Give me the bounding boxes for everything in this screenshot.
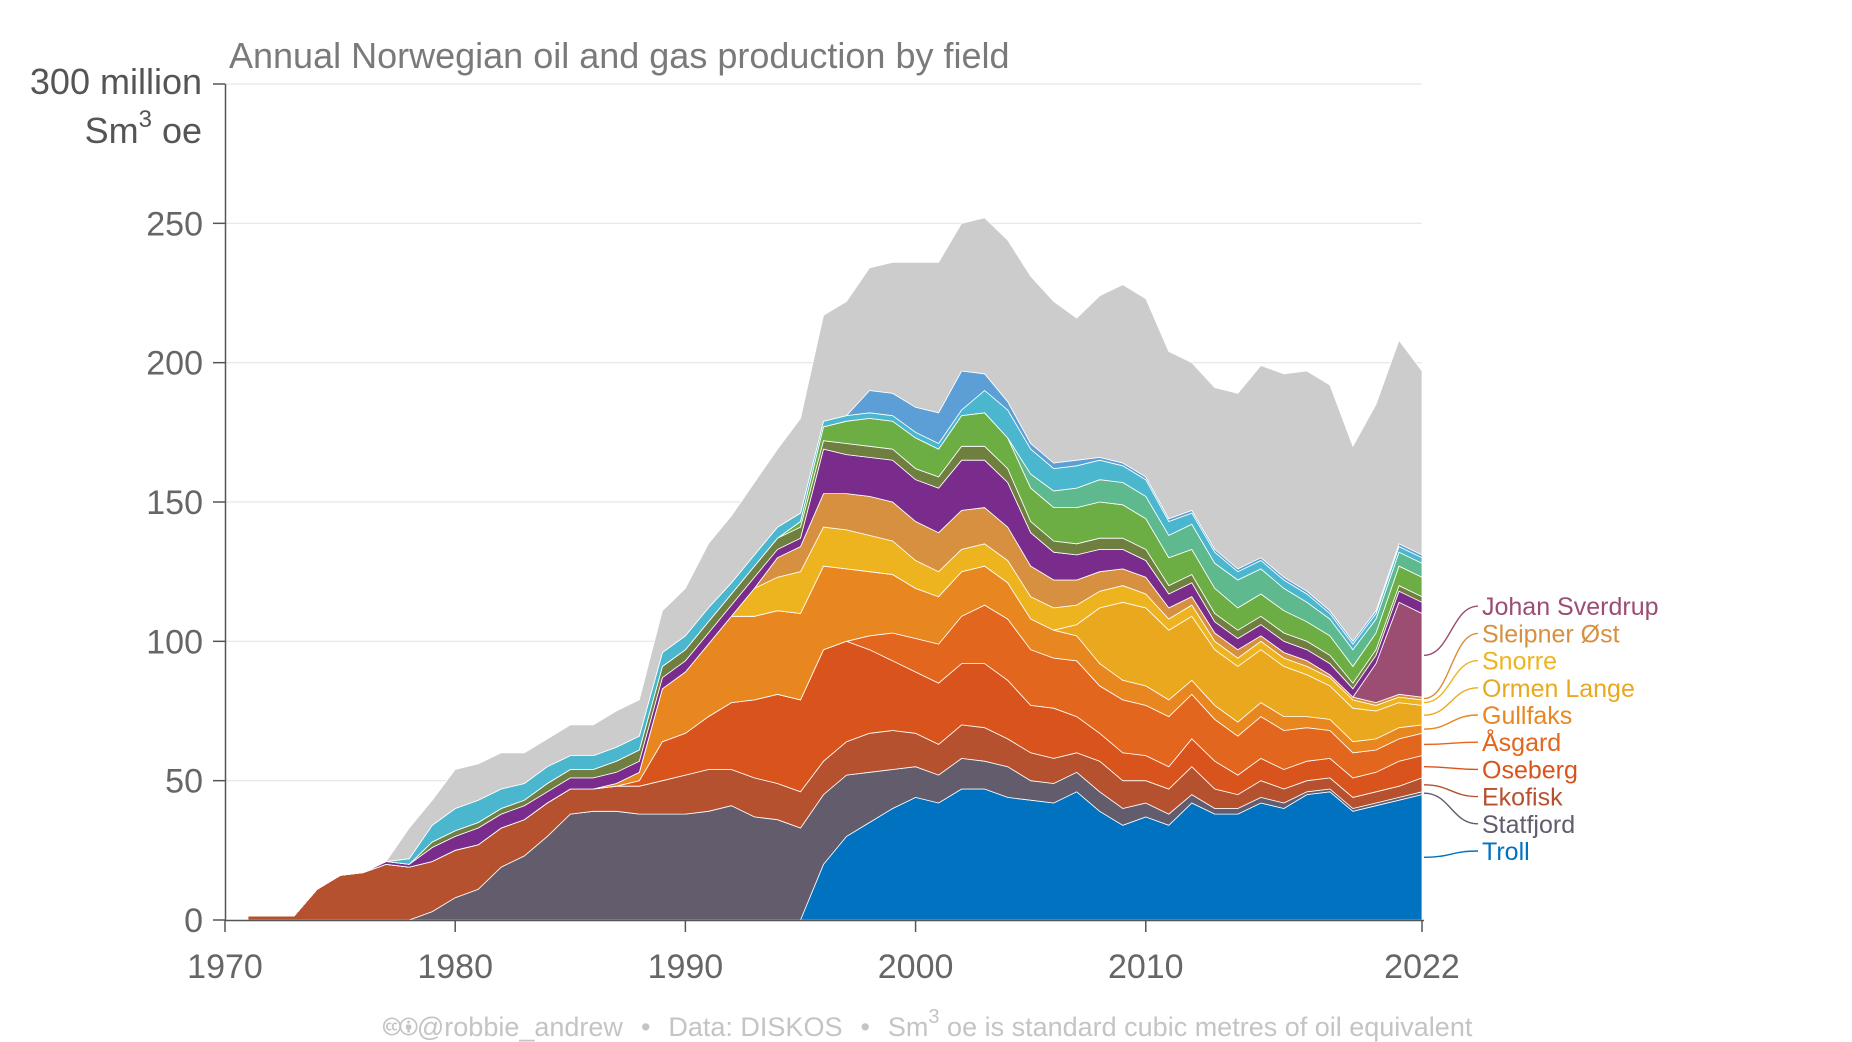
cc-icons: 🅭🅯: [383, 1012, 419, 1042]
y-tick-label: 200: [146, 345, 203, 383]
x-tick-label: 2010: [1108, 948, 1184, 986]
x-tick-label: 2000: [878, 948, 954, 986]
x-tick-label: 2022: [1384, 948, 1460, 986]
y-tick-label: 100: [146, 623, 203, 661]
y-tick-label: 150: [146, 484, 203, 522]
y-unit-line2: Sm3 oe: [85, 106, 202, 151]
leader-line-statfjord: [1423, 792, 1479, 825]
leader-line-oseberg: [1423, 766, 1479, 771]
x-ticks: 1970 1980 1990 2000 2010 2022: [187, 920, 1460, 986]
leader-line-ekofisk: [1423, 784, 1479, 798]
leader-line-troll: [1423, 850, 1479, 858]
leader-line-ormen-lange: [1423, 687, 1479, 716]
x-tick-label: 1970: [187, 948, 263, 986]
footer-source: Data: DISKOS: [668, 1012, 842, 1042]
footer-sep: •: [860, 1012, 869, 1042]
leader-line-snorre: [1423, 659, 1479, 704]
chart-title: Annual Norwegian oil and gas production …: [229, 35, 1010, 76]
label-johan-sverdrup: Johan Sverdrup: [1482, 593, 1659, 621]
y-tick-label: 250: [146, 205, 203, 243]
y-ticks: 0 50 100 150 200 250: [146, 83, 225, 940]
leader-line--sgard: [1423, 741, 1479, 746]
label-gullfaks: Gullfaks: [1482, 702, 1572, 730]
label-ekofisk: Ekofisk: [1482, 784, 1563, 812]
label-oseberg: Oseberg: [1482, 756, 1578, 784]
axes: [224, 84, 1424, 922]
footer-sep: •: [641, 1012, 650, 1042]
series-labels: TrollStatfjordEkofiskOsebergÅsgardGullfa…: [1423, 593, 1659, 866]
x-tick-label: 1980: [417, 948, 493, 986]
y-tick-label: 0: [184, 902, 203, 940]
area-other-fields-7: [248, 217, 1423, 917]
x-tick-label: 1990: [648, 948, 724, 986]
y-axis-unit-label: 300 million Sm3 oe: [30, 61, 202, 151]
y-unit-line1: 300 million: [30, 61, 202, 102]
label-statfjord: Statfjord: [1482, 811, 1575, 839]
footer-author: @robbie_andrew: [417, 1012, 624, 1042]
label-snorre: Snorre: [1482, 648, 1557, 676]
label-sleipner-st: Sleipner Øst: [1482, 620, 1620, 648]
stacked-areas: [247, 217, 1423, 921]
leader-line-gullfaks: [1423, 714, 1479, 730]
leader-line-johan-sverdrup: [1423, 605, 1479, 656]
y-tick-label: 50: [165, 763, 203, 801]
footer-note: Sm: [888, 1012, 929, 1042]
footer-credit: 🅭🅯@robbie_andrew • Data: DISKOS • Sm3 oe is …: [383, 1006, 1473, 1042]
leader-line-sleipner-st: [1423, 632, 1479, 700]
label--sgard: Åsgard: [1482, 727, 1561, 757]
label-ormen-lange: Ormen Lange: [1482, 675, 1635, 703]
label-troll: Troll: [1482, 838, 1530, 866]
